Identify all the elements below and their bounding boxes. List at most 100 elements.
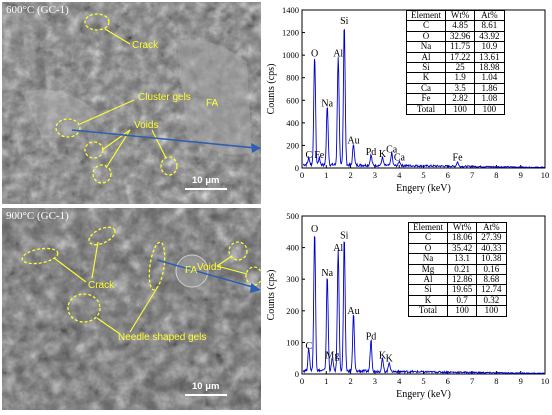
fa-label: FA — [185, 265, 198, 276]
peak-label: C — [305, 341, 312, 352]
peak-label: Si — [340, 230, 349, 241]
col-header-at: At% — [476, 221, 507, 234]
y-tick-label: 800 — [286, 73, 299, 83]
cell: 1.86 — [474, 82, 505, 95]
table-row: Al 17.22 13.61 — [406, 51, 505, 64]
voids-leader-2 — [216, 265, 248, 275]
cell: Total — [406, 103, 446, 116]
cell: 8.61 — [474, 20, 505, 32]
peak-label: Au — [347, 306, 359, 317]
y-tick-label: 400 — [286, 118, 299, 128]
table-row: C 4.85 8.61 — [406, 20, 505, 32]
peak-label: Au — [347, 136, 359, 147]
col-header-element: Element — [406, 9, 446, 22]
cell: O — [408, 242, 448, 255]
eds-pointer-arrowhead — [250, 283, 261, 293]
crack-marker-2 — [21, 247, 59, 265]
y-tick-label: 1400 — [282, 5, 299, 15]
peak-label: C — [305, 150, 312, 161]
cluster-gels-marker — [55, 118, 81, 138]
needle-gels-marker-1 — [148, 241, 166, 291]
cell: 1.04 — [474, 72, 505, 84]
crack-label: Crack — [132, 40, 159, 51]
cell: 1.9 — [444, 72, 476, 84]
peak-label: Mg — [325, 350, 339, 361]
eds-chart: 0 100 200 300 400 500 0 1 2 3 4 5 6 7 8 9 10 Engery (keV)… — [266, 211, 550, 400]
cell: 0.7 — [446, 294, 478, 307]
table-row: O 32.96 43.92 — [406, 30, 505, 43]
cluster-gels-label: Cluster gels — [138, 92, 191, 103]
y-axis-label: Counts (cps) — [266, 64, 277, 115]
x-tick-label: 0 — [300, 170, 304, 180]
peak-label: O — [311, 49, 318, 60]
fa-label: FA — [206, 98, 219, 109]
sem-image-600c: 600°C (GC-1) Crack Cluster gels Voids FA… — [2, 2, 261, 204]
void-marker-2 — [245, 266, 261, 286]
cell: Si — [408, 284, 448, 296]
x-tick-label: 9 — [519, 170, 523, 180]
void-marker-2 — [92, 164, 112, 184]
spectrum-line — [302, 235, 545, 375]
table-header-row: Element Wt% At% — [408, 221, 507, 234]
cell: Mg — [408, 263, 448, 276]
x-tick-label: 3 — [373, 376, 377, 386]
table-row: Fe 2.82 1.08 — [406, 93, 505, 105]
cell: 40.33 — [476, 242, 507, 255]
x-tick-label: 8 — [494, 170, 498, 180]
cell: 2.82 — [444, 93, 476, 105]
void-marker-3 — [160, 156, 178, 176]
scale-bar — [185, 394, 227, 396]
y-tick-label: 200 — [286, 140, 299, 150]
crack-leader — [104, 28, 131, 45]
composition-table-600c: Element Wt% At% C 4.85 8.61 O 32.96 43.92 Na… — [406, 9, 505, 116]
cell: 100 — [476, 305, 507, 317]
eds-spectrum-900c: 0 100 200 300 400 500 0 1 2 3 4 5 6 7 8 9 10 Engery (keV)… — [262, 208, 552, 410]
cell: 13.61 — [474, 51, 505, 64]
cell: Si — [406, 62, 446, 74]
cell: 3.5 — [444, 82, 476, 95]
cell: 18.06 — [446, 232, 478, 244]
void-marker-1 — [228, 241, 248, 261]
y-tick-label: 400 — [286, 243, 299, 253]
x-tick-label: 5 — [421, 170, 425, 180]
table-row: Na 13.1 10.38 — [408, 253, 507, 265]
cell: Total — [408, 305, 448, 317]
y-tick-label: 300 — [286, 274, 299, 284]
x-tick-label: 4 — [397, 376, 402, 386]
peak-label: Pd — [366, 331, 377, 342]
eds-chart: 0 200 400 600 800 1000 1200 1400 0 1 2 3 4 5 6 7 8 9 10 Eng… — [266, 5, 550, 194]
peak-label: Na — [321, 98, 333, 109]
x-tick-label: 6 — [446, 376, 450, 386]
peak-label: K — [379, 149, 387, 160]
y-tick-label: 0 — [295, 369, 299, 379]
cell: 18.98 — [474, 62, 505, 74]
table-row: Total 100 100 — [406, 103, 505, 116]
peak-label: Fe — [314, 150, 325, 161]
peak-label: Al — [333, 49, 343, 60]
x-tick-label: 1 — [324, 170, 328, 180]
y-tick-label: 100 — [286, 337, 299, 347]
col-header-wt: Wt% — [446, 221, 478, 234]
eds-pointer-arrow — [71, 129, 257, 149]
table-row: Na 11.75 10.9 — [406, 41, 505, 53]
peak-label: Ca — [386, 145, 398, 156]
x-tick-label: 10 — [541, 170, 550, 180]
table-row: Si 25 18.98 — [406, 62, 505, 74]
cell: 1.08 — [474, 93, 505, 105]
spectrum-line — [303, 28, 545, 169]
cell: 17.22 — [444, 51, 476, 64]
x-tick-label: 10 — [541, 376, 550, 386]
col-header-element: Element — [408, 221, 448, 234]
cell: 100 — [474, 103, 505, 116]
cluster-gels-leader — [79, 99, 135, 125]
cell: 43.92 — [474, 30, 505, 43]
peak-label: O — [311, 224, 318, 235]
needle-gels-marker-2 — [67, 293, 101, 323]
cell: 10.9 — [474, 41, 505, 53]
table-row: O 35.42 40.33 — [408, 242, 507, 255]
cell: 12.74 — [476, 284, 507, 296]
table-row: Total 100 100 — [408, 305, 507, 317]
table-header-row: Element Wt% At% — [406, 9, 505, 22]
x-tick-label: 7 — [470, 170, 474, 180]
sem-title: 900°C (GC-1) — [6, 210, 69, 222]
